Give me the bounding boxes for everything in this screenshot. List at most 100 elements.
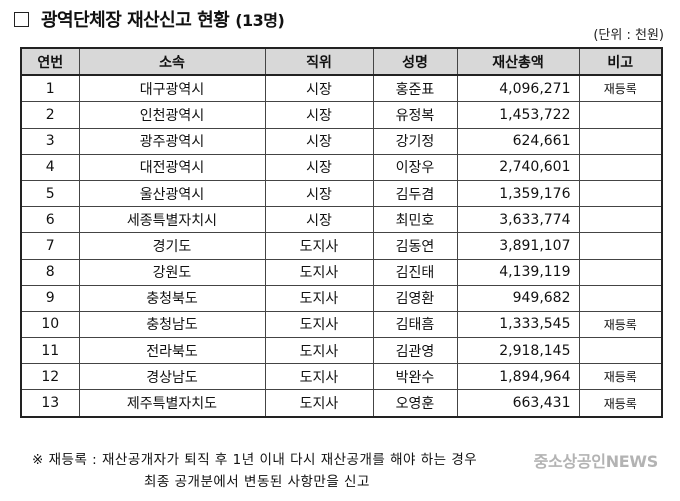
cell-position: 시장 [264,179,374,208]
col-header-amount: 재산총액 [456,47,580,77]
table-row: 5 울산광역시 시장 김두겸 1,359,176 [20,179,663,208]
cell-note [578,206,663,234]
table-row: 9 충청북도 도지사 김영환 949,682 [20,284,663,312]
cell-position: 도지사 [264,310,374,339]
cell-note: 재등록 [578,310,663,339]
cell-note [578,101,663,129]
cell-position: 시장 [264,206,374,234]
cell-position: 도지사 [264,389,374,418]
table-row: 11 전라북도 도지사 김관영 2,918,145 [20,337,663,365]
unit-label: (단위 : 천원) [593,28,664,43]
cell-name: 이장우 [372,153,458,181]
cell-position: 도지사 [264,258,374,286]
cell-name: 홍준표 [372,74,458,103]
cell-no: 1 [20,74,80,103]
table-row: 7 경기도 도지사 김동연 3,891,107 [20,232,663,260]
title-count: (13명) [235,11,285,30]
cell-org: 충청남도 [78,310,266,339]
table-row: 10 충청남도 도지사 김태흠 1,333,545 재등록 [20,310,663,339]
cell-amount: 624,661 [456,127,580,155]
cell-name: 김영환 [372,284,458,312]
cell-name: 최민호 [372,206,458,234]
cell-no: 5 [20,179,80,208]
cell-org: 경기도 [78,232,266,260]
cell-org: 울산광역시 [78,179,266,208]
table-header-row: 연번 소속 직위 성명 재산총액 비고 [20,47,663,77]
cell-no: 4 [20,153,80,181]
footnote: ※ 재등록 : 재산공개자가 퇴직 후 1년 이내 다시 재산공개를 해야 하는… [32,449,477,493]
cell-note [578,232,663,260]
cell-name: 김동연 [372,232,458,260]
cell-note: 재등록 [578,363,663,391]
cell-note [578,127,663,155]
col-header-name: 성명 [372,47,458,77]
cell-no: 7 [20,232,80,260]
cell-no: 12 [20,363,80,391]
asset-table: 연번 소속 직위 성명 재산총액 비고 1 대구광역시 시장 홍준표 4,096,271… [20,47,663,418]
cell-no: 9 [20,284,80,312]
cell-name: 김진태 [372,258,458,286]
col-header-org: 소속 [78,47,266,77]
table-row: 2 인천광역시 시장 유정복 1,453,722 [20,101,663,129]
cell-org: 강원도 [78,258,266,286]
table-row: 8 강원도 도지사 김진태 4,139,119 [20,258,663,286]
cell-amount: 3,633,774 [456,206,580,234]
footnote-line-2: 최종 공개분에서 변동된 사항만을 신고 [144,474,370,490]
cell-no: 11 [20,337,80,365]
cell-name: 김두겸 [372,179,458,208]
cell-org: 경상남도 [78,363,266,391]
cell-name: 김태흠 [372,310,458,339]
cell-name: 유정복 [372,101,458,129]
cell-position: 시장 [264,127,374,155]
cell-note [578,284,663,312]
cell-position: 시장 [264,74,374,103]
cell-amount: 3,891,107 [456,232,580,260]
cell-position: 도지사 [264,284,374,312]
cell-amount: 1,894,964 [456,363,580,391]
cell-note [578,258,663,286]
cell-position: 시장 [264,101,374,129]
cell-org: 인천광역시 [78,101,266,129]
page-title: 광역단체장 재산신고 현황 [41,10,230,31]
cell-org: 대전광역시 [78,153,266,181]
cell-org: 세종특별자치시 [78,206,266,234]
cell-name: 강기정 [372,127,458,155]
table-row: 3 광주광역시 시장 강기정 624,661 [20,127,663,155]
cell-position: 시장 [264,153,374,181]
cell-amount: 4,139,119 [456,258,580,286]
cell-amount: 2,918,145 [456,337,580,365]
table-body: 1 대구광역시 시장 홍준표 4,096,271 재등록 2 인천광역시 시장 유정복 1,453,… [20,74,663,418]
cell-amount: 1,359,176 [456,179,580,208]
cell-name: 김관영 [372,337,458,365]
checkbox-icon [14,11,29,27]
col-header-no: 연번 [20,47,80,77]
cell-amount: 663,431 [456,389,580,418]
page-title-row: 광역단체장 재산신고 현황 (13명) [14,6,285,32]
cell-no: 10 [20,310,80,339]
cell-amount: 4,096,271 [456,74,580,103]
cell-position: 도지사 [264,232,374,260]
cell-no: 6 [20,206,80,234]
cell-org: 대구광역시 [78,74,266,103]
cell-note [578,153,663,181]
table-row: 6 세종특별자치시 시장 최민호 3,633,774 [20,206,663,234]
table-row: 12 경상남도 도지사 박완수 1,894,964 재등록 [20,363,663,391]
cell-no: 2 [20,101,80,129]
table-row: 1 대구광역시 시장 홍준표 4,096,271 재등록 [20,74,663,103]
cell-name: 박완수 [372,363,458,391]
col-header-position: 직위 [264,47,374,77]
cell-no: 13 [20,389,80,418]
cell-org: 충청북도 [78,284,266,312]
footnote-line-1: ※ 재등록 : 재산공개자가 퇴직 후 1년 이내 다시 재산공개를 해야 하는… [32,452,478,468]
cell-amount: 1,453,722 [456,101,580,129]
cell-amount: 1,333,545 [456,310,580,339]
cell-no: 8 [20,258,80,286]
cell-name: 오영훈 [372,389,458,418]
cell-note: 재등록 [578,74,663,103]
cell-note: 재등록 [578,389,663,418]
cell-no: 3 [20,127,80,155]
cell-amount: 949,682 [456,284,580,312]
col-header-note: 비고 [578,47,663,77]
cell-position: 도지사 [264,363,374,391]
cell-amount: 2,740,601 [456,153,580,181]
